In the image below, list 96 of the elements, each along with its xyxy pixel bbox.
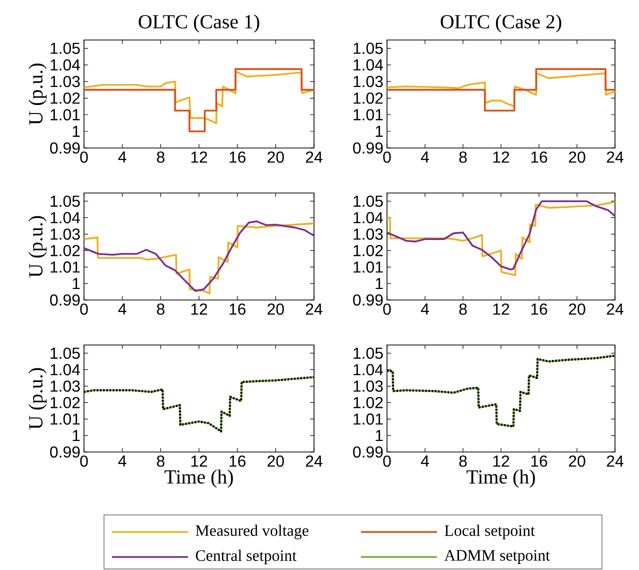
x-tick-label: 4 <box>118 304 126 314</box>
y-tick-label: 0.99 <box>50 142 80 154</box>
x-tick-label: 8 <box>459 304 467 315</box>
x-tick-label: 4 <box>420 304 429 314</box>
y-tick-label: 0.99 <box>50 446 80 458</box>
x-tick-label: 16 <box>230 304 246 315</box>
y-axis-title: U (p.u.) <box>28 368 47 430</box>
y-tick-label: 1.01 <box>354 109 383 120</box>
y-tick-label: 1 <box>376 430 383 442</box>
x-axis-title: Time (h) <box>164 470 233 488</box>
x-axis-title: Time (h) <box>466 470 535 488</box>
y-tick-label: 1.02 <box>50 92 80 104</box>
legend-label: Local setpoint <box>444 524 535 540</box>
x-tick-label: 0 <box>80 456 88 467</box>
y-tick-label: 1.04 <box>354 212 384 224</box>
y-tick-label: 1.03 <box>354 76 383 88</box>
x-tick-label: 12 <box>191 304 208 315</box>
x-tick-label: 8 <box>459 456 467 467</box>
y-tick-label: 1.04 <box>354 59 384 71</box>
legend-label: Measured voltage <box>196 524 308 540</box>
x-tick-label: 8 <box>156 304 164 315</box>
x-tick-label: 24 <box>606 456 624 467</box>
y-tick-label: 1.02 <box>354 244 383 256</box>
x-tick-label: 20 <box>568 152 586 163</box>
y-tick-label: 1.03 <box>354 380 383 392</box>
legend-label: ADMM setpoint <box>444 550 550 564</box>
y-axis-title: U (p.u.) <box>28 216 47 278</box>
x-tick-label: 20 <box>568 304 586 315</box>
x-tick-label: 8 <box>156 152 164 163</box>
y-tick-label: 1 <box>72 126 80 137</box>
x-tick-label: 4 <box>420 456 429 466</box>
legend-label: Central setpoint <box>196 550 296 564</box>
x-tick-label: 12 <box>493 152 510 163</box>
x-tick-label: 24 <box>306 456 322 467</box>
x-tick-label: 20 <box>268 152 284 163</box>
y-tick-label: 1.01 <box>50 413 80 425</box>
x-tick-label: 24 <box>606 304 624 315</box>
x-tick-label: 24 <box>306 304 322 315</box>
y-axis-title: U (p.u.) <box>28 64 47 125</box>
y-tick-label: 0.99 <box>50 294 80 306</box>
x-tick-label: 0 <box>80 152 88 163</box>
y-tick-label: 1.05 <box>50 42 80 54</box>
y-tick-label: 1.04 <box>50 364 80 376</box>
y-tick-label: 1.03 <box>50 228 80 240</box>
y-tick-label: 1.05 <box>50 348 80 359</box>
y-tick-label: 1.02 <box>50 244 80 256</box>
x-tick-label: 12 <box>493 304 510 315</box>
y-tick-label: 1 <box>376 278 383 290</box>
x-tick-label: 16 <box>531 456 548 467</box>
x-tick-label: 16 <box>230 152 246 163</box>
x-tick-label: 12 <box>191 456 208 467</box>
x-tick-label: 8 <box>156 456 164 467</box>
x-tick-label: 4 <box>118 152 126 162</box>
x-tick-label: 4 <box>420 152 429 162</box>
y-tick-label: 1.01 <box>50 109 80 120</box>
chart-title: OLTC (Case 2) <box>440 14 562 32</box>
x-tick-label: 8 <box>459 152 467 163</box>
x-tick-label: 12 <box>191 152 208 163</box>
y-tick-label: 1.05 <box>354 196 383 207</box>
x-tick-label: 20 <box>268 304 284 315</box>
x-tick-label: 0 <box>383 152 391 163</box>
y-tick-label: 1.05 <box>354 348 383 359</box>
x-tick-label: 12 <box>493 456 510 467</box>
y-tick-label: 1.02 <box>354 92 383 104</box>
x-tick-label: 4 <box>118 456 126 466</box>
chart-title: OLTC (Case 1) <box>138 14 260 32</box>
x-tick-label: 20 <box>268 456 284 467</box>
x-tick-label: 20 <box>568 456 586 467</box>
x-tick-label: 0 <box>383 456 391 467</box>
y-tick-label: 1.05 <box>50 196 80 207</box>
y-tick-label: 1.03 <box>50 380 80 392</box>
y-tick-label: 1 <box>376 126 383 137</box>
y-tick-label: 1.01 <box>354 261 383 273</box>
x-tick-label: 24 <box>306 152 322 163</box>
y-tick-label: 1.02 <box>50 396 80 408</box>
y-tick-label: 1 <box>72 430 80 442</box>
x-tick-label: 16 <box>531 304 548 315</box>
x-tick-label: 16 <box>531 152 548 163</box>
y-tick-label: 1.04 <box>50 212 80 224</box>
line-series <box>83 70 315 124</box>
y-tick-label: 1.03 <box>50 76 80 88</box>
y-tick-label: 0.99 <box>353 294 383 306</box>
y-tick-label: 1.04 <box>354 364 384 376</box>
x-tick-label: 16 <box>230 456 246 467</box>
y-tick-label: 1.03 <box>354 228 383 240</box>
x-tick-label: 0 <box>383 304 391 315</box>
y-tick-label: 1.04 <box>50 59 80 71</box>
x-tick-label: 0 <box>80 304 88 315</box>
y-tick-label: 0.99 <box>353 446 383 458</box>
y-tick-label: 1.05 <box>354 42 383 54</box>
y-tick-label: 0.99 <box>353 142 383 154</box>
y-tick-label: 1.01 <box>50 261 80 273</box>
y-tick-label: 1.02 <box>354 396 383 408</box>
y-tick-label: 1.01 <box>354 413 383 425</box>
y-tick-label: 1 <box>72 278 80 290</box>
x-tick-label: 24 <box>606 152 624 163</box>
